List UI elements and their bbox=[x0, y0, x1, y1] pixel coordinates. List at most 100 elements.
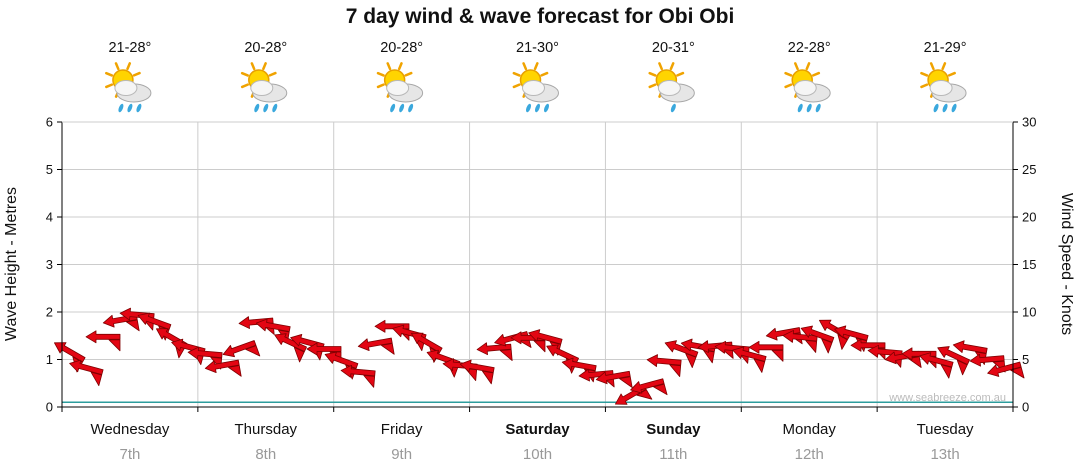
left-axis-title: Wave Height - Metres bbox=[3, 187, 20, 341]
sun-ray bbox=[240, 83, 249, 89]
day-name: Saturday bbox=[505, 421, 570, 438]
day-name: Wednesday bbox=[90, 421, 169, 438]
sun-ray bbox=[669, 62, 675, 71]
wind-barb bbox=[69, 359, 104, 387]
sun-ray bbox=[126, 62, 132, 71]
raindrop bbox=[815, 103, 821, 113]
temperature-range: 20-28° bbox=[244, 40, 287, 56]
weather-icon bbox=[376, 62, 424, 113]
sun-ray bbox=[132, 71, 141, 77]
day-name: Friday bbox=[381, 421, 423, 438]
day-header: 21-30° bbox=[512, 40, 559, 113]
wind-barb bbox=[987, 361, 1025, 379]
right-tick-label: 5 bbox=[1022, 352, 1029, 367]
day-name: Monday bbox=[783, 421, 837, 438]
wind-barb bbox=[646, 354, 682, 378]
right-tick-label: 30 bbox=[1022, 115, 1036, 130]
cloud-puff bbox=[114, 80, 138, 96]
sun-ray bbox=[250, 62, 256, 71]
wind-barb bbox=[561, 357, 597, 383]
wind-barb bbox=[800, 325, 835, 354]
weather-icon bbox=[784, 62, 831, 113]
left-tick-label: 0 bbox=[46, 400, 53, 415]
raindrop bbox=[797, 103, 803, 113]
temperature-range: 20-31° bbox=[652, 40, 695, 56]
wind-barb bbox=[357, 337, 395, 355]
left-tick-label: 2 bbox=[46, 305, 53, 320]
raindrop bbox=[390, 103, 396, 113]
cloud-puff bbox=[522, 80, 545, 96]
raindrop bbox=[670, 103, 676, 113]
sun-ray bbox=[512, 71, 521, 77]
sun-ray bbox=[376, 83, 385, 89]
wind-barb bbox=[630, 378, 668, 396]
right-tick-label: 10 bbox=[1022, 305, 1036, 320]
sun-ray bbox=[941, 62, 947, 71]
raindrop bbox=[127, 103, 133, 113]
gridlines bbox=[62, 121, 1013, 407]
sun-ray bbox=[397, 62, 403, 71]
cloud-puff bbox=[250, 80, 274, 96]
x-axis-labels: Wednesday 7th Thursday 8th Friday 9th Saturday… bbox=[90, 421, 974, 463]
sun-ray bbox=[920, 83, 929, 89]
wind-barb bbox=[937, 346, 970, 376]
sun-ray bbox=[947, 71, 956, 77]
left-tick-label: 1 bbox=[46, 352, 53, 367]
left-tick-label: 5 bbox=[46, 162, 53, 177]
raindrop bbox=[951, 103, 957, 113]
day-name: Sunday bbox=[646, 421, 701, 438]
raindrop bbox=[118, 103, 124, 113]
sun-ray bbox=[929, 62, 935, 71]
day-date: 8th bbox=[255, 446, 276, 463]
right-axis-title: Wind Speed - Knots bbox=[1058, 193, 1075, 335]
temperature-range: 21-30° bbox=[516, 40, 559, 56]
day-header: 21-29° bbox=[920, 40, 967, 113]
wind-barb bbox=[664, 340, 699, 369]
wind-barb bbox=[748, 340, 784, 362]
left-tick-label: 3 bbox=[46, 257, 53, 272]
sun-ray bbox=[784, 83, 793, 89]
day-header: 20-31° bbox=[648, 40, 695, 113]
sun-ray bbox=[533, 62, 539, 71]
wind-barb bbox=[85, 330, 121, 352]
raindrop bbox=[543, 103, 550, 113]
raindrop bbox=[399, 103, 405, 113]
sun-ray bbox=[376, 71, 385, 77]
sun-ray bbox=[794, 62, 799, 71]
raindrop bbox=[408, 103, 414, 113]
left-tick-label: 6 bbox=[46, 115, 53, 130]
raindrop bbox=[272, 103, 278, 113]
sun-ray bbox=[648, 83, 657, 89]
sun-ray bbox=[540, 71, 549, 77]
chart-title: 7 day wind & wave forecast for Obi Obi bbox=[345, 5, 735, 28]
raindrop bbox=[933, 103, 939, 113]
wind-barb bbox=[204, 359, 242, 377]
left-tick-label: 4 bbox=[46, 210, 53, 225]
sun-ray bbox=[784, 71, 793, 77]
right-tick-label: 15 bbox=[1022, 257, 1036, 272]
cloud-puff bbox=[793, 80, 817, 96]
weather-icon bbox=[240, 62, 288, 113]
day-date: 9th bbox=[391, 446, 412, 463]
temperature-range: 21-29° bbox=[924, 40, 967, 56]
temperature-range: 20-28° bbox=[380, 40, 423, 56]
raindrop bbox=[263, 103, 269, 113]
cloud-puff bbox=[386, 80, 410, 96]
day-name: Tuesday bbox=[917, 421, 974, 438]
cloud-puff bbox=[657, 80, 681, 96]
raindrop bbox=[806, 103, 812, 113]
weather-icon bbox=[648, 62, 695, 113]
raindrop bbox=[136, 103, 142, 113]
sun-ray bbox=[114, 62, 120, 71]
wind-barb bbox=[340, 364, 376, 388]
weather-icon bbox=[105, 62, 152, 113]
sun-ray bbox=[648, 71, 657, 77]
sun-ray bbox=[404, 71, 413, 77]
sun-ray bbox=[262, 62, 267, 71]
sun-ray bbox=[920, 71, 929, 77]
day-header: 20-28° bbox=[240, 40, 288, 113]
wind-barbs bbox=[54, 307, 1025, 405]
day-header: 21-28° bbox=[105, 40, 152, 113]
